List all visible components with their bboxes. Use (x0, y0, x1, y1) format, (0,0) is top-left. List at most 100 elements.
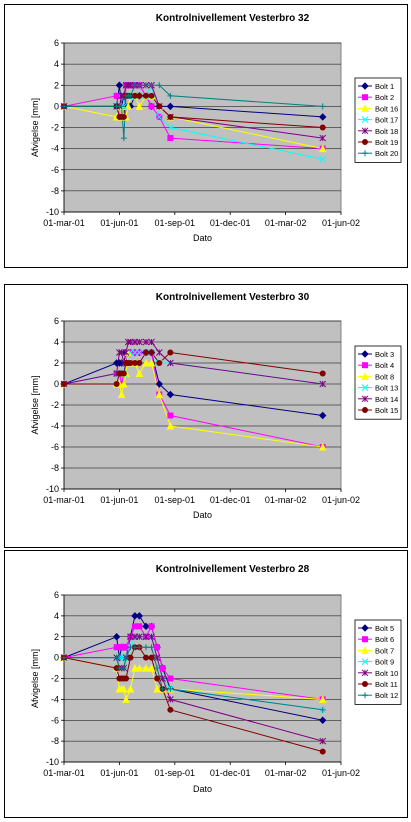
x-tick-label: 01-mar-02 (265, 495, 307, 505)
legend-label: Bolt 10 (375, 669, 398, 678)
legend-marker (362, 681, 368, 687)
data-point-bolt-14 (319, 380, 327, 388)
x-tick-label: 01-mar-01 (43, 768, 85, 778)
data-point-bolt-7 (126, 684, 135, 693)
legend-marker (362, 362, 368, 369)
data-point-bolt-15 (167, 349, 174, 356)
legend-label: Bolt 19 (375, 138, 398, 147)
data-point-bolt-7 (120, 684, 128, 693)
data-point-bolt-12 (123, 654, 130, 661)
legend-label: Bolt 3 (375, 350, 394, 359)
legend-label: Bolt 6 (375, 635, 394, 644)
data-point-bolt-20 (118, 103, 125, 110)
y-tick-label: -4 (51, 421, 59, 431)
data-point-bolt-11 (123, 675, 130, 682)
data-point-bolt-1 (115, 81, 124, 89)
legend (354, 77, 402, 163)
x-tick-label: 01-mar-02 (265, 768, 307, 778)
data-point-bolt-11 (142, 654, 149, 661)
legend-label: Bolt 18 (375, 127, 398, 136)
x-tick-label: 01-jun-02 (322, 768, 360, 778)
data-point-bolt-8 (155, 390, 164, 398)
legend-label: Bolt 9 (375, 658, 394, 667)
legend-label: Bolt 1 (375, 82, 394, 91)
x-axis-label: Dato (193, 510, 212, 520)
data-point-bolt-11 (167, 706, 174, 713)
data-point-bolt-15 (148, 349, 155, 356)
x-axis-label: Dato (193, 784, 212, 794)
legend-label: Bolt 12 (375, 691, 398, 700)
y-tick-label: -8 (51, 463, 59, 473)
x-tick-label: 01-sep-01 (155, 768, 196, 778)
x-tick-label: 01-dec-01 (210, 218, 251, 228)
data-point-bolt-2 (113, 92, 120, 99)
data-point-bolt-7 (153, 684, 161, 693)
legend-marker (361, 116, 369, 123)
y-tick-label: -6 (51, 165, 59, 175)
data-point-bolt-14 (148, 338, 155, 346)
data-point-bolt-14 (142, 338, 150, 346)
data-point-bolt-13 (135, 349, 143, 356)
x-tick-label: 01-mar-01 (43, 218, 85, 228)
data-point-bolt-14 (167, 359, 174, 367)
data-point-bolt-12 (142, 644, 149, 651)
x-tick-label: 01-mar-01 (43, 495, 85, 505)
data-point-bolt-5 (112, 633, 121, 641)
y-tick-label: -10 (46, 207, 59, 217)
y-tick-label: 4 (54, 337, 59, 347)
data-point-bolt-20 (120, 135, 127, 142)
y-tick-label: 2 (54, 80, 59, 90)
data-point-bolt-12 (113, 654, 120, 661)
data-point-bolt-10 (135, 633, 143, 641)
data-point-bolt-19 (120, 113, 127, 120)
legend-label: Bolt 11 (375, 680, 398, 689)
chart-panel-vesterbro-32: Kontrolnivellement Vesterbro 32 -10 -8 -6 -4… (4, 4, 408, 268)
data-point-bolt-7 (142, 663, 150, 672)
data-point-bolt-20 (319, 103, 326, 110)
data-point-bolt-7 (122, 695, 130, 703)
legend-label: Bolt 17 (375, 116, 398, 125)
y-tick-label: -10 (46, 757, 59, 767)
data-point-bolt-19 (319, 124, 326, 131)
data-point-bolt-15 (319, 370, 326, 377)
data-point-bolt-12 (159, 685, 166, 692)
x-tick-label: 01-sep-01 (155, 218, 196, 228)
chart-title: Kontrolnivellement Vesterbro 32 (156, 13, 310, 24)
data-point-bolt-8 (120, 379, 128, 388)
y-axis-label: Afvigelse [mm] (30, 98, 40, 157)
data-point-bolt-15 (120, 370, 127, 377)
data-point-bolt-2 (148, 103, 155, 110)
y-tick-label: -2 (51, 400, 59, 410)
data-point-bolt-10 (159, 675, 166, 682)
data-point-bolt-20 (142, 82, 149, 89)
data-point-bolt-17 (319, 155, 327, 163)
data-point-bolt-6 (148, 623, 155, 630)
y-tick-label: 0 (54, 653, 59, 663)
x-tick-label: 01-jun-02 (322, 495, 360, 505)
data-point-bolt-19 (142, 92, 149, 99)
x-axis-label: Dato (193, 233, 212, 243)
legend-marker (361, 372, 369, 380)
chart-title: Kontrolnivellement Vesterbro 30 (156, 292, 310, 303)
legend-marker (361, 658, 369, 665)
data-point-bolt-20 (167, 92, 174, 99)
x-tick-label: 01-sep-01 (155, 495, 196, 505)
data-point-bolt-2 (167, 135, 174, 142)
data-point-bolt-16 (135, 102, 144, 110)
data-point-bolt-11 (154, 675, 161, 682)
chart-title: Kontrolnivellement Vesterbro 28 (156, 564, 310, 575)
y-tick-label: 2 (54, 632, 59, 642)
y-tick-label: -8 (51, 186, 59, 196)
data-point-bolt-8 (147, 358, 156, 367)
x-tick-label: 01-jun-02 (322, 218, 360, 228)
y-tick-label: 2 (54, 358, 59, 368)
legend-marker (361, 395, 369, 403)
data-point-bolt-12 (61, 654, 67, 661)
chart-panel-vesterbro-28: Kontrolnivellement Vesterbro 28 -10 -8 -6 -4… (4, 550, 408, 818)
data-point-bolt-8 (124, 348, 133, 356)
legend-marker (361, 624, 369, 632)
data-point-bolt-6 (167, 675, 174, 682)
data-point-bolt-14 (155, 349, 163, 356)
data-point-bolt-6 (154, 644, 161, 651)
y-tick-label: 6 (54, 590, 59, 600)
